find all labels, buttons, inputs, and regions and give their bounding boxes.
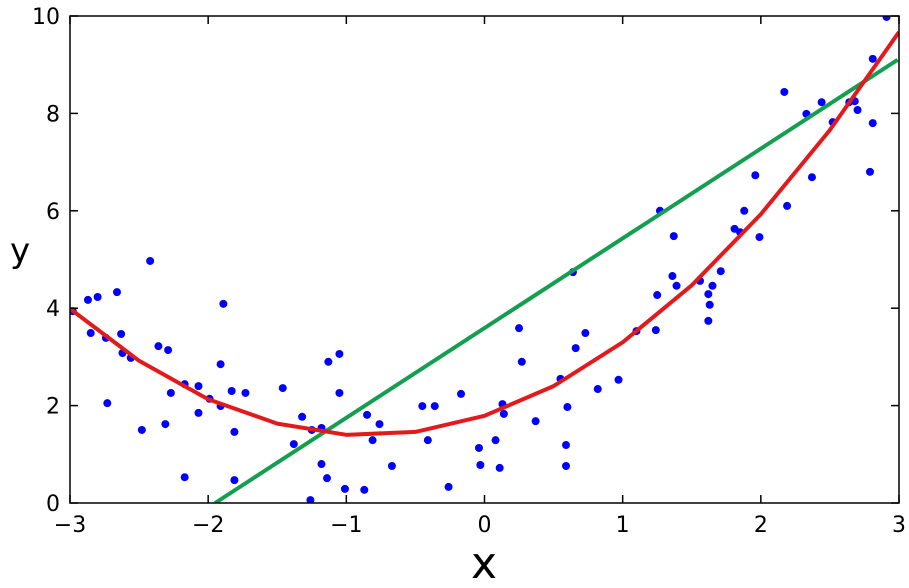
data-point <box>368 436 377 445</box>
x-tick-label: −2 <box>192 513 224 538</box>
data-point <box>708 281 717 290</box>
data-point <box>562 441 571 450</box>
data-point <box>194 382 203 391</box>
data-point <box>324 357 333 366</box>
data-point <box>581 329 590 338</box>
data-point <box>298 412 307 421</box>
fit-line <box>70 30 899 437</box>
data-point <box>93 292 102 301</box>
data-point <box>817 98 826 107</box>
data-point <box>531 417 540 426</box>
data-point <box>219 299 228 308</box>
data-point <box>335 388 344 397</box>
data-point <box>375 420 384 429</box>
data-point <box>322 474 331 483</box>
data-point <box>651 326 660 335</box>
data-point <box>230 476 239 485</box>
data-point <box>716 267 725 276</box>
plot-frame <box>69 15 900 504</box>
data-point <box>335 349 344 358</box>
data-point <box>83 295 92 304</box>
data-point <box>387 461 396 470</box>
data-point <box>865 167 874 176</box>
data-point <box>340 484 349 493</box>
data-point <box>164 346 173 355</box>
data-point <box>562 461 571 470</box>
data-point <box>780 87 789 96</box>
data-point <box>363 410 372 419</box>
y-axis-label: y <box>10 231 30 271</box>
data-point <box>740 206 749 215</box>
data-point <box>668 272 677 281</box>
data-point <box>289 440 298 449</box>
data-point <box>227 386 236 395</box>
data-point <box>517 357 526 366</box>
data-point <box>216 360 225 369</box>
y-tick-label: 10 <box>32 5 60 30</box>
data-point <box>317 460 326 469</box>
data-point <box>86 329 95 338</box>
data-point <box>418 402 427 411</box>
data-point <box>137 425 146 434</box>
data-point <box>571 344 580 353</box>
fit-line <box>213 58 899 503</box>
data-point <box>563 403 572 412</box>
data-point <box>423 436 432 445</box>
data-point <box>430 402 439 411</box>
data-point <box>360 485 369 494</box>
data-point <box>755 233 764 242</box>
data-point <box>614 375 623 384</box>
data-point <box>499 409 508 418</box>
data-point <box>515 324 524 333</box>
data-point <box>783 201 792 210</box>
data-point <box>491 436 500 445</box>
data-point <box>180 473 189 482</box>
x-tick-label: 0 <box>478 513 492 538</box>
y-tick-label: 8 <box>46 102 60 127</box>
data-point <box>161 420 170 429</box>
data-point <box>166 388 175 397</box>
x-tick-label: −3 <box>54 513 86 538</box>
plot-area <box>70 16 899 503</box>
data-point <box>669 232 678 241</box>
y-tick-label: 6 <box>46 200 60 225</box>
data-point <box>807 173 816 182</box>
data-point <box>704 316 713 325</box>
y-tick-label: 4 <box>46 297 60 322</box>
data-point <box>705 300 714 309</box>
data-point <box>457 389 466 398</box>
data-point <box>704 290 713 299</box>
x-tick-label: −1 <box>330 513 362 538</box>
x-tick-label: 1 <box>616 513 630 538</box>
data-point <box>117 330 126 339</box>
data-point <box>751 171 760 180</box>
data-point <box>882 16 891 21</box>
data-point <box>194 408 203 417</box>
data-point <box>868 119 877 128</box>
y-tick-label: 0 <box>46 492 60 517</box>
data-point <box>653 291 662 300</box>
data-point <box>154 342 163 351</box>
data-point <box>230 427 239 436</box>
data-point <box>868 54 877 63</box>
data-point <box>278 384 287 393</box>
data-point <box>672 281 681 290</box>
data-point <box>444 482 453 491</box>
data-point <box>474 443 483 452</box>
data-point <box>306 496 315 503</box>
x-axis-label: x <box>471 538 497 584</box>
data-point <box>103 399 112 408</box>
x-tick-label: 3 <box>892 513 906 538</box>
data-point <box>146 256 155 265</box>
data-point <box>495 463 504 472</box>
data-point <box>241 388 250 397</box>
y-tick-label: 2 <box>46 395 60 420</box>
data-point <box>593 385 602 394</box>
data-point <box>853 105 862 114</box>
data-point <box>112 288 121 297</box>
x-tick-label: 2 <box>754 513 768 538</box>
data-point <box>476 461 485 470</box>
